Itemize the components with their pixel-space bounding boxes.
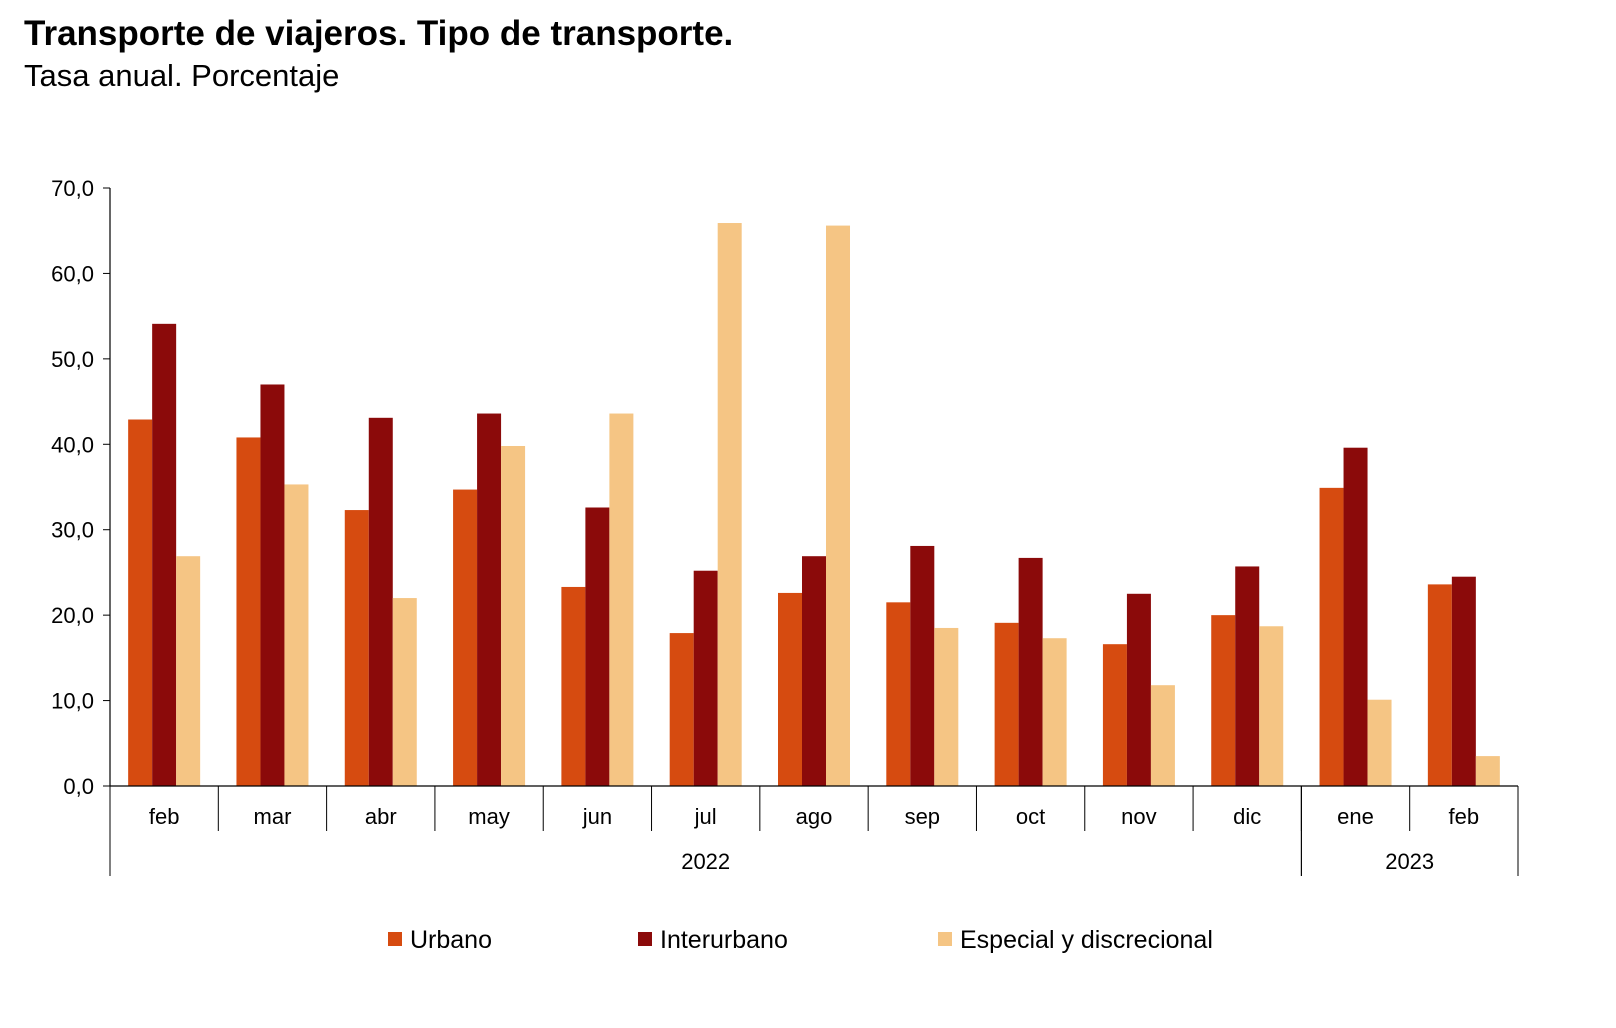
y-tick-label: 40,0 (51, 432, 94, 457)
chart-subtitle: Tasa anual. Porcentaje (24, 58, 340, 93)
x-tick-label: jul (694, 804, 717, 829)
bar-urbano (1102, 644, 1127, 786)
y-tick-label: 10,0 (51, 689, 94, 714)
x-tick-label: sep (905, 804, 940, 829)
bar-especial-y-discrecional (1150, 685, 1175, 786)
bar-especial-y-discrecional (826, 225, 850, 787)
x-tick-label: jun (582, 804, 612, 829)
legend-label: Especial y discrecional (960, 926, 1213, 954)
y-tick-label: 30,0 (51, 518, 94, 543)
bar-especial-y-discrecional (284, 484, 309, 786)
bar-especial-y-discrecional (176, 556, 201, 786)
x-tick-label: ene (1337, 804, 1374, 829)
bar-especial-y-discrecional (934, 627, 959, 786)
bar-interurbano (152, 323, 177, 786)
bar-especial-y-discrecional (1042, 638, 1067, 786)
legend-label: Urbano (410, 926, 492, 954)
bar-especial-y-discrecional (1367, 699, 1392, 786)
x-tick-label: nov (1121, 804, 1156, 829)
y-tick-label: 70,0 (51, 176, 94, 201)
bar-interurbano (802, 556, 826, 786)
bar-interurbano (1235, 566, 1260, 786)
bar-especial-y-discrecional (609, 413, 634, 786)
bar-interurbano (585, 507, 610, 786)
bar-interurbano (1018, 557, 1043, 786)
bar-urbano (561, 586, 586, 786)
bar-especial-y-discrecional (501, 445, 526, 786)
legend-label: Interurbano (660, 926, 788, 954)
y-tick-label: 0,0 (63, 774, 94, 799)
legend-swatch (938, 932, 952, 946)
bar-urbano (128, 419, 153, 786)
bar-especial-y-discrecional (392, 598, 417, 786)
bar-urbano (886, 602, 911, 786)
x-tick-label: oct (1016, 804, 1045, 829)
bar-interurbano (260, 384, 285, 786)
bar-urbano (994, 622, 1019, 786)
y-tick-label: 20,0 (51, 603, 94, 628)
bar-interurbano (1451, 576, 1476, 786)
bar-urbano (778, 592, 802, 786)
bar-interurbano (910, 545, 935, 786)
x-tick-label: abr (365, 804, 397, 829)
bar-urbano (236, 437, 261, 786)
x-tick-label: feb (149, 804, 180, 829)
year-label: 2022 (681, 849, 730, 874)
bar-especial-y-discrecional (717, 223, 742, 787)
x-tick-label: may (468, 804, 510, 829)
bar-urbano (1319, 487, 1344, 786)
bar-interurbano (368, 417, 393, 786)
bar-urbano (1427, 584, 1452, 786)
bar-interurbano (1343, 447, 1368, 786)
bar-interurbano (477, 413, 502, 786)
y-tick-label: 60,0 (51, 261, 94, 286)
bar-interurbano (693, 570, 718, 786)
x-tick-label: dic (1233, 804, 1261, 829)
bar-especial-y-discrecional (1259, 626, 1284, 786)
bar-urbano (453, 489, 478, 786)
legend-swatch (638, 932, 652, 946)
bar-urbano (344, 510, 369, 786)
x-tick-label: ago (796, 804, 833, 829)
bar-urbano (669, 633, 694, 786)
x-tick-label: mar (254, 804, 292, 829)
bar-interurbano (1126, 593, 1151, 786)
chart-title: Transporte de viajeros. Tipo de transpor… (24, 14, 734, 53)
x-tick-label: feb (1449, 804, 1480, 829)
bar-urbano (1211, 615, 1236, 786)
bar-especial-y-discrecional (1475, 756, 1500, 786)
year-label: 2023 (1385, 849, 1434, 874)
legend-swatch (388, 932, 402, 946)
y-tick-label: 50,0 (51, 347, 94, 372)
